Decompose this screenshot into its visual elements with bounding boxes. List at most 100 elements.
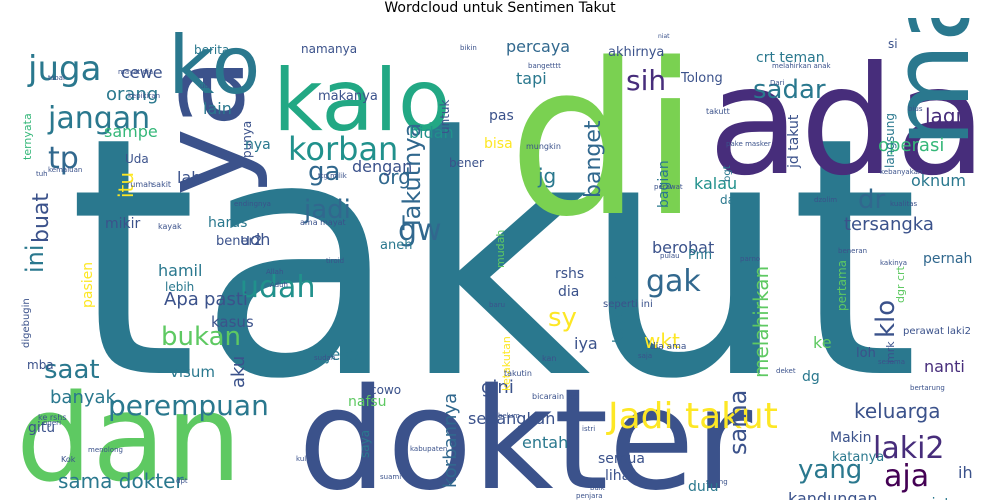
word-jadi-takut: Jadi takut — [606, 396, 778, 437]
word-perempuan: perempuan — [108, 389, 269, 422]
word-dgr-crt: dgr crt — [894, 265, 907, 303]
word-ke-rshs: ke rshs — [38, 413, 67, 422]
word-pnh: Pnh — [688, 248, 712, 263]
word-bertarung: bertarung — [910, 384, 945, 392]
word-allah: Allah — [266, 268, 283, 276]
word-kalo: kalo — [273, 51, 451, 151]
word-takutin: takutin — [504, 369, 532, 378]
word-dah: dah — [720, 193, 743, 207]
word-saat: saat — [44, 355, 100, 385]
word-takutt: takutt — [706, 107, 730, 116]
word-beneran: beneran — [838, 247, 867, 255]
word-itu: itu — [114, 172, 138, 198]
word-ketakutan: ketakutan — [500, 336, 513, 391]
word-melahirkan-anak: melahirkan anak — [772, 62, 832, 70]
word-udh: udh — [240, 230, 270, 249]
word-langsung: langsung — [883, 113, 897, 168]
word-uda: Uda — [125, 152, 149, 166]
word-mikir: mikir — [105, 216, 141, 232]
word-bgt: bgt — [722, 165, 733, 182]
word-kasus: kasus — [211, 313, 254, 331]
word-sampe: sampe — [104, 122, 158, 141]
word-bikin: bikin — [460, 44, 477, 52]
word-saya: saya — [358, 430, 372, 458]
word-pake-masker: pake masker — [726, 140, 771, 148]
word-rshs: rshs — [555, 266, 584, 282]
word-kemaluan: kemaluan — [48, 166, 82, 174]
word-kandungan: kandungan — [788, 489, 877, 500]
word-ih: ih — [958, 463, 973, 482]
word-jg: jg — [537, 164, 556, 188]
word-mudah: mudah — [494, 230, 507, 268]
word-makin: Makin — [830, 430, 872, 446]
word-keluarga: keluarga — [854, 399, 940, 423]
word-suami: suami — [380, 473, 401, 481]
word-perawat-laki2: perawat laki2 — [903, 326, 971, 337]
word-ko: ko — [168, 19, 260, 112]
word-wkt: wkt — [644, 329, 680, 353]
word-dpt: dpt — [176, 477, 188, 485]
word-makanya: makanya — [318, 89, 378, 104]
word-sama-dokter: sama dokter — [58, 469, 184, 493]
word-jd-takut: jd takut — [786, 114, 802, 169]
word-ngeri: ngeri — [43, 419, 61, 427]
word-banget: banget — [581, 120, 606, 198]
word-bener2: bener2 — [216, 234, 262, 249]
word-hamil: hamil — [158, 261, 202, 280]
word-mau: mau — [869, 18, 992, 148]
word-lihat: lihat — [605, 468, 636, 484]
word-org: org — [378, 165, 411, 189]
word-dokter: dokter — [298, 359, 753, 500]
word-cewe: cewe — [121, 63, 163, 82]
word-dari: Dari — [770, 79, 785, 87]
word-dia: dia — [558, 284, 579, 300]
word-pulau: pulau — [660, 252, 680, 260]
word-loh: loh — [856, 346, 876, 361]
word-nafsu: nafsu — [348, 394, 387, 410]
word-aja: aja — [884, 459, 929, 494]
word-kalau: kalau — [694, 174, 737, 193]
word-bener: bener — [449, 156, 484, 170]
word-harus: harus — [208, 215, 247, 231]
word-parno: parno — [740, 255, 760, 263]
word-istri: istri — [582, 425, 595, 433]
word-belum: belum — [498, 412, 520, 420]
word-si: si — [888, 37, 898, 51]
word-dr: dr — [858, 185, 886, 215]
word-tuh: tuh — [36, 170, 48, 178]
word-klo: klo — [871, 300, 901, 338]
word-operasi: operasi — [878, 135, 944, 156]
word-lah: lah — [177, 168, 201, 187]
word-ada: ada — [708, 35, 987, 209]
word-entah: entah — [522, 433, 568, 452]
word-di: di — [508, 18, 700, 263]
word-kualitas: kualitas — [890, 200, 917, 208]
word-korban: korban — [288, 130, 398, 168]
chart-title: Wordcloud untuk Sentimen Takut — [384, 0, 616, 16]
word-buat: buat — [29, 193, 54, 243]
word-tolong: Tolong — [680, 71, 723, 86]
word-baik: baik — [590, 484, 606, 492]
word-bisa: bisa — [484, 136, 513, 152]
word-orang: orang — [106, 84, 158, 105]
word-pasti: pasti — [204, 289, 248, 310]
word-aku: aku — [228, 356, 249, 388]
word-gitu: gitu — [28, 420, 55, 436]
word-pasien: pasien — [80, 262, 96, 308]
word-bagian: bagian — [656, 160, 672, 208]
word-pas: pas — [489, 108, 514, 124]
word-mrk: mrk — [884, 341, 897, 363]
wordcloud: takut di dokter ada dan ya mau kalo ko Jadi takut… — [8, 18, 992, 500]
word-tiroid: tiroid — [326, 257, 344, 265]
word-korbannya: korbannya — [440, 393, 461, 488]
word-ga: ga — [308, 157, 340, 187]
word-niat: niat — [658, 33, 670, 40]
word-juga: juga — [27, 49, 101, 89]
word-seperti-ini: seperti ini — [603, 299, 653, 310]
word-jadi: jadi — [303, 195, 351, 225]
word-bidan: bidan — [409, 123, 454, 142]
word-tp: tp — [48, 141, 79, 176]
word-punya: punya — [240, 121, 254, 158]
word-akhirnya: akhirnya — [608, 45, 664, 60]
word-mayat-dia: mayat dia — [118, 68, 153, 76]
